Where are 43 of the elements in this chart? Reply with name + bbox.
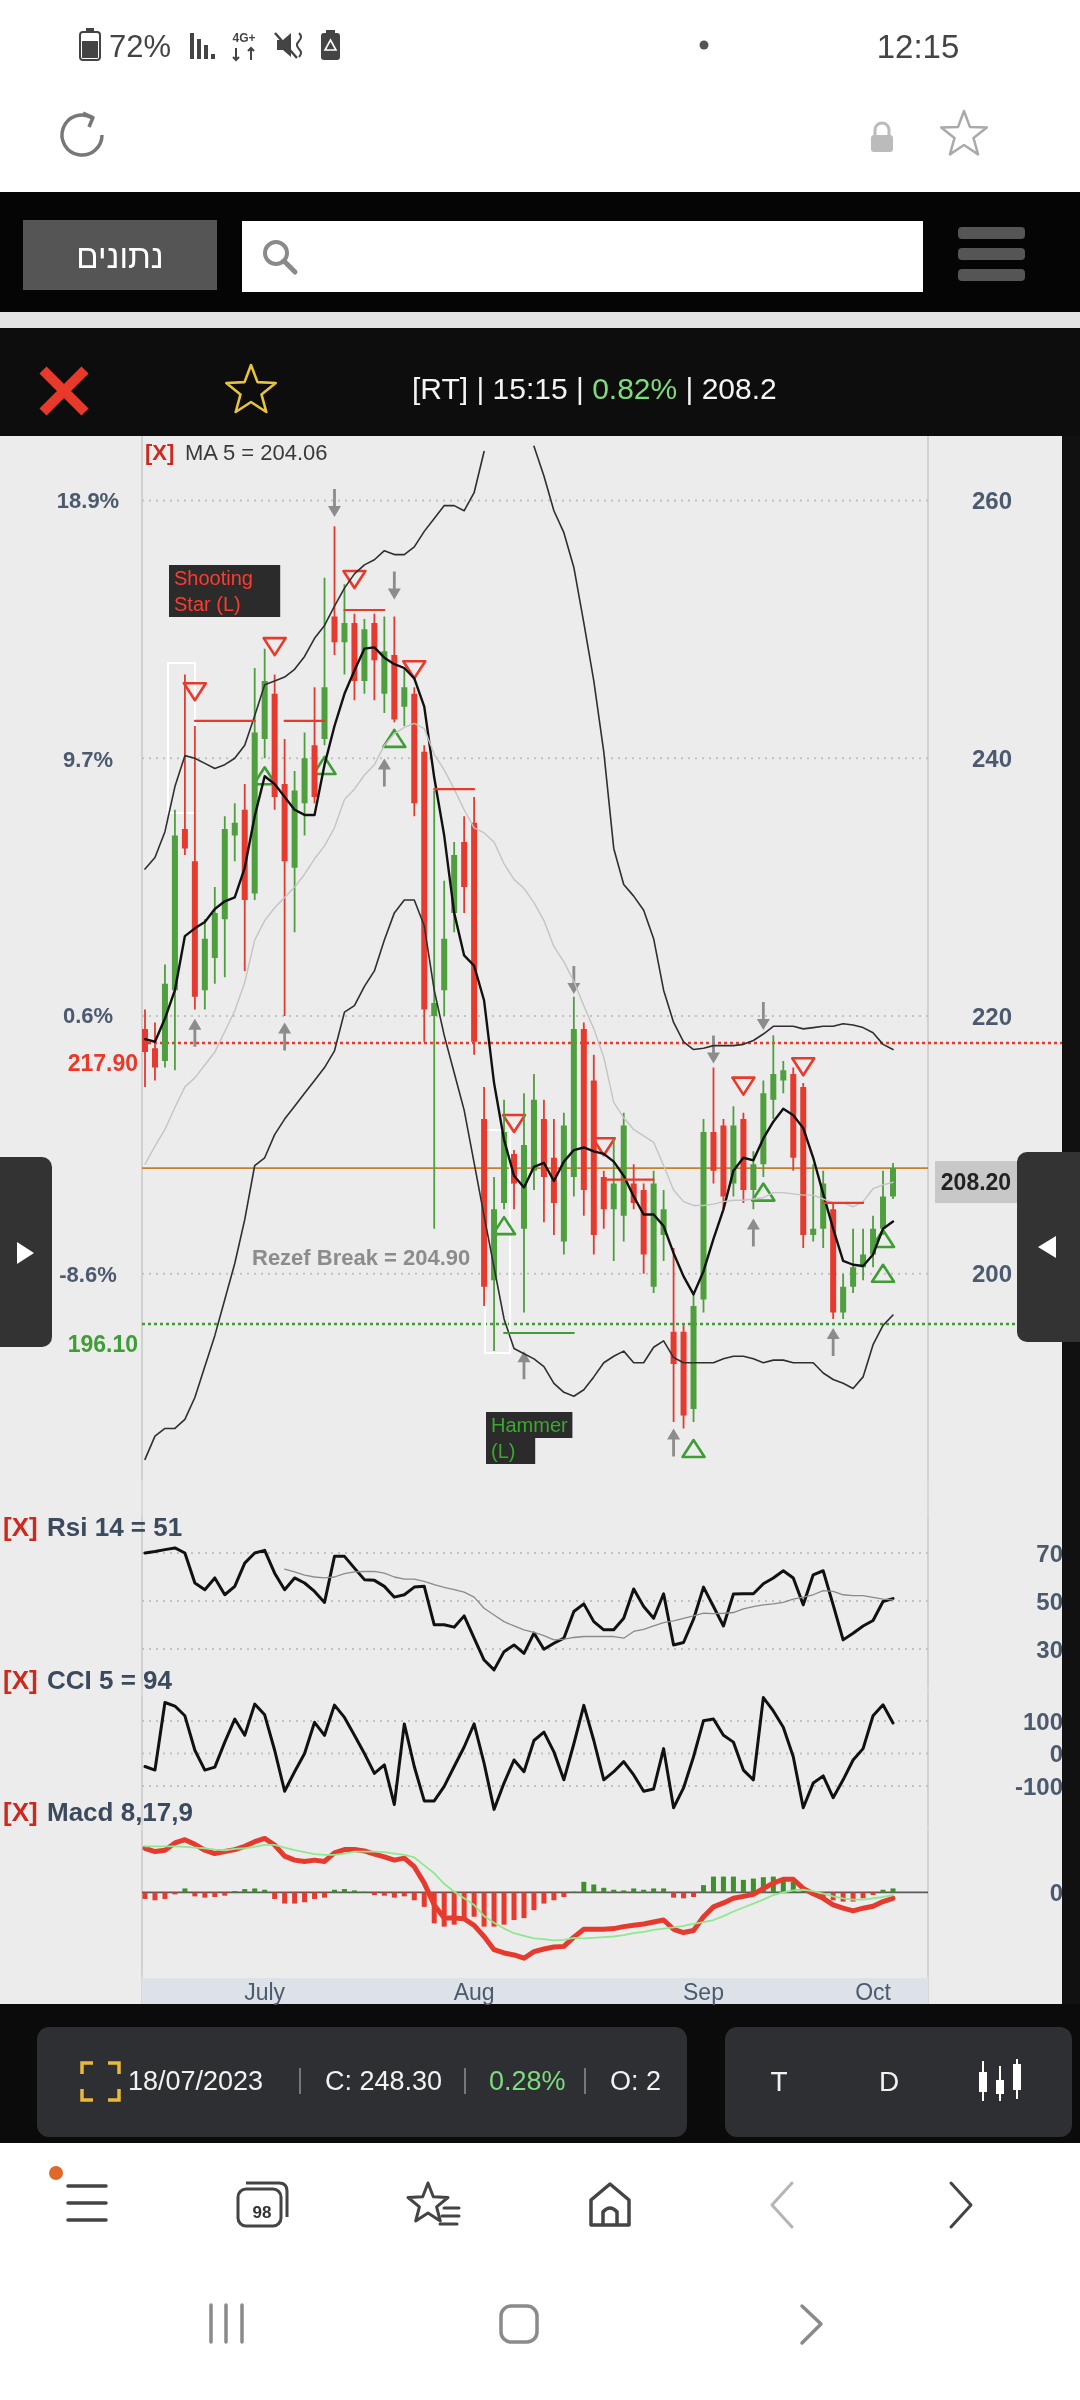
chart-title: [RT] | 15:15 | 0.82% | 208.2 [412, 371, 777, 405]
y-tick-label: 30 [1036, 1635, 1063, 1663]
text: [X] [3, 1797, 38, 1827]
text: 18/07/2023 [128, 2066, 264, 2096]
text: C: 248.30 [325, 2066, 443, 2096]
ref-line-label: 208.20 [940, 1169, 1012, 1196]
text: D [878, 2065, 900, 2097]
chart-title: Macd 8,17,9 [47, 1797, 193, 1827]
chart-title: CCI 5 = 94 [47, 1665, 173, 1695]
y-tick-label: 100 [1022, 1707, 1063, 1735]
y2-tick-label: 0.6% [62, 1003, 114, 1029]
ref-line-label: 196.10 [67, 1331, 138, 1358]
y-tick-label: 50 [1036, 1587, 1063, 1615]
annotation: MA 5 = 204.06 [185, 439, 328, 465]
text: [X] [3, 1512, 38, 1542]
y-tick-label: 240 [971, 744, 1012, 772]
text: נתונים [76, 237, 164, 275]
text: 4G+ [232, 31, 256, 45]
text: 12:15 [876, 27, 960, 65]
y2-tick-label: 9.7% [62, 747, 114, 773]
x-tick-label: Aug [453, 1979, 495, 2005]
x-tick-label: Oct [855, 1979, 892, 2005]
y-tick-label: 200 [971, 1260, 1012, 1288]
y-tick-label: 220 [971, 1002, 1012, 1030]
text: 98 [252, 2202, 272, 2222]
chart-title: Rsi 14 = 51 [47, 1512, 183, 1542]
y2-tick-label: -8.6% [59, 1262, 117, 1288]
y-tick-label: -100 [1014, 1772, 1063, 1800]
text: 72% [108, 28, 172, 64]
y-tick-label: 260 [971, 486, 1012, 514]
y2-tick-label: 18.9% [56, 488, 120, 514]
text: T [770, 2065, 788, 2097]
y-tick-label: 70 [1036, 1539, 1063, 1567]
x-tick-label: Sep [683, 1979, 724, 2005]
ref-line-label: 217.90 [67, 1050, 138, 1077]
annotation: Rezef Break = 204.90 [252, 1244, 471, 1270]
text: O: 2 [610, 2066, 662, 2096]
text: [X] [3, 1665, 38, 1695]
y-tick-label: 0 [1049, 1740, 1063, 1767]
x-tick-label: July [244, 1979, 286, 2005]
annotation: Shooting Star (L) [174, 567, 253, 615]
annotation: [X] [145, 439, 175, 465]
text: 0.28% [489, 2066, 566, 2096]
